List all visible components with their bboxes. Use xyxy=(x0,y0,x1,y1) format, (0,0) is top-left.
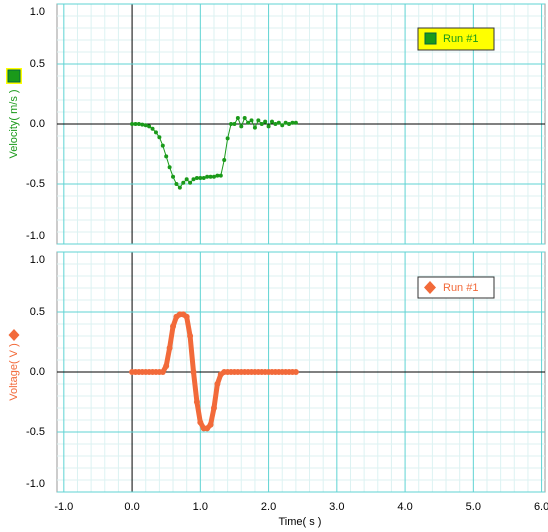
data-point xyxy=(242,116,247,120)
data-point xyxy=(167,165,172,170)
y-tick-label: -0.5 xyxy=(26,426,45,438)
legend-label: Run #1 xyxy=(443,282,478,294)
data-point xyxy=(190,369,197,375)
data-point xyxy=(166,345,173,351)
data-point xyxy=(160,143,165,148)
data-point xyxy=(293,120,298,125)
y-tick-label: 1.0 xyxy=(30,254,45,266)
data-point xyxy=(133,122,138,126)
x-tick-label: 5.0 xyxy=(466,501,481,513)
y-tick-label: 0.0 xyxy=(30,118,45,130)
data-point xyxy=(170,323,177,330)
data-point xyxy=(191,177,196,182)
data-point xyxy=(252,125,257,130)
data-point xyxy=(290,120,295,125)
y-tick-label: 1.0 xyxy=(30,6,45,18)
y-tick-label: -1.0 xyxy=(26,230,45,242)
data-point xyxy=(283,120,288,125)
x-tick-label: 3.0 xyxy=(329,501,344,513)
data-point xyxy=(157,135,162,140)
data-point xyxy=(287,122,292,126)
data-point xyxy=(222,158,227,162)
y-tick-label: -0.5 xyxy=(26,178,45,190)
data-point xyxy=(292,369,299,375)
x-tick-label: 2.0 xyxy=(261,501,276,513)
data-point xyxy=(259,122,264,126)
data-point xyxy=(211,174,216,179)
data-point xyxy=(150,126,155,131)
data-point xyxy=(193,399,200,405)
y-label-icon xyxy=(8,329,20,341)
data-point xyxy=(174,182,179,186)
data-point xyxy=(225,136,230,141)
data-point xyxy=(208,174,213,179)
data-point xyxy=(130,122,135,126)
y-axis-label: Velocity( m/s ) xyxy=(8,89,20,158)
data-point xyxy=(263,119,268,124)
data-point xyxy=(246,120,251,125)
data-point xyxy=(218,173,223,178)
legend-marker xyxy=(424,281,436,294)
x-tick-label: 4.0 xyxy=(397,501,412,513)
data-point xyxy=(194,176,199,180)
data-point xyxy=(198,176,203,180)
legend-marker xyxy=(424,32,437,45)
y-tick-label: -1.0 xyxy=(26,478,45,490)
data-point xyxy=(269,119,274,124)
data-point xyxy=(276,120,281,125)
data-point xyxy=(256,118,261,123)
data-point xyxy=(215,173,220,178)
data-point xyxy=(136,122,141,126)
data-point xyxy=(177,185,182,190)
data-point xyxy=(280,123,285,128)
y-tick-label: 0.5 xyxy=(30,306,45,318)
data-point xyxy=(249,118,254,123)
y-label-icon xyxy=(7,69,21,83)
x-tick-label: 6.0 xyxy=(534,501,548,513)
data-point xyxy=(171,174,176,179)
data-point xyxy=(143,123,148,128)
data-point xyxy=(214,381,221,387)
data-point xyxy=(239,124,244,129)
data-point xyxy=(232,122,237,126)
data-point xyxy=(207,421,214,428)
data-point xyxy=(188,180,193,185)
data-point xyxy=(159,369,166,375)
legend-box xyxy=(417,27,495,51)
data-point xyxy=(229,122,234,126)
data-point xyxy=(184,177,189,182)
data-point xyxy=(266,124,271,129)
legend-label: Run #1 xyxy=(443,33,478,45)
data-point xyxy=(197,419,204,426)
y-tick-label: 0.0 xyxy=(30,366,45,378)
y-axis-label: Voltage( V ) xyxy=(8,343,20,400)
data-point xyxy=(235,116,240,120)
data-point xyxy=(147,124,152,129)
x-tick-label: 0.0 xyxy=(124,501,139,513)
x-axis-label: Time( s ) xyxy=(279,516,322,528)
x-tick-label: -1.0 xyxy=(54,501,73,513)
data-point xyxy=(210,405,217,411)
data-point xyxy=(187,333,194,339)
data-point xyxy=(163,363,170,369)
data-point xyxy=(153,130,158,135)
data-point xyxy=(164,154,169,159)
x-tick-label: 1.0 xyxy=(193,501,208,513)
data-point xyxy=(183,313,190,320)
data-point xyxy=(205,174,210,179)
data-point xyxy=(181,180,186,185)
data-point xyxy=(201,176,206,180)
data-point xyxy=(273,122,278,126)
legend-box xyxy=(417,276,495,299)
y-tick-label: 0.5 xyxy=(30,58,45,70)
data-point xyxy=(140,122,145,127)
